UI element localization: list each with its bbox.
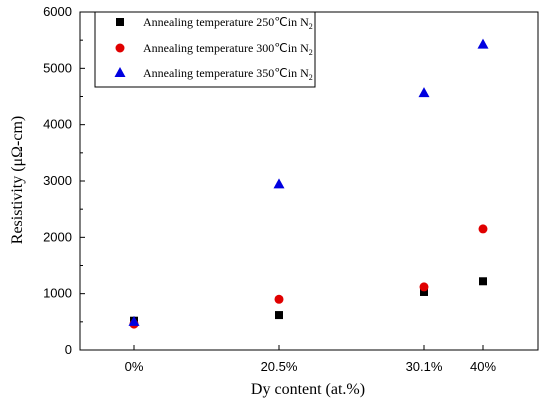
point-square	[479, 277, 487, 286]
point-triangle	[418, 87, 430, 98]
y-tick-label: 1000	[43, 286, 72, 301]
point-square	[420, 287, 428, 296]
y-tick-label: 6000	[43, 4, 72, 19]
x-tick-label: 30.1%	[406, 359, 443, 374]
y-tick-label: 4000	[43, 117, 72, 132]
y-tick-label: 2000	[43, 229, 72, 244]
point-circle	[274, 294, 284, 304]
y-axis-title: Resistivity (μΩ-cm)	[9, 116, 26, 244]
point-square	[275, 311, 283, 320]
x-tick-label: 40%	[470, 359, 496, 374]
axes: 0 1000 2000 3000 4000 5000 6000 0% 20.5% 30.1% 40%	[43, 4, 539, 374]
x-tick-label: 0%	[125, 359, 144, 374]
legend-label: Annealing temperature 250℃in N2	[143, 15, 313, 31]
y-tick-label: 0	[65, 342, 72, 357]
legend: Annealing temperature 250℃in N2 Annealing…	[94, 11, 316, 88]
x-axis-title: Dy content (at.%)	[251, 381, 365, 398]
point-triangle	[114, 67, 126, 77]
y-tick-label: 5000	[43, 60, 72, 75]
legend-box	[94, 11, 316, 88]
data-points	[128, 38, 489, 329]
point-circle	[115, 43, 125, 53]
point-circle	[478, 224, 488, 234]
y-tick-label: 3000	[43, 173, 72, 188]
legend-label: Annealing temperature 350℃in N2	[143, 66, 313, 82]
point-circle	[419, 282, 429, 292]
legend-label: Annealing temperature 300℃in N2	[143, 41, 313, 57]
x-tick-label: 20.5%	[261, 359, 298, 374]
point-triangle	[477, 38, 489, 49]
point-triangle	[128, 315, 140, 326]
point-triangle	[273, 178, 285, 189]
point-square	[116, 18, 124, 26]
